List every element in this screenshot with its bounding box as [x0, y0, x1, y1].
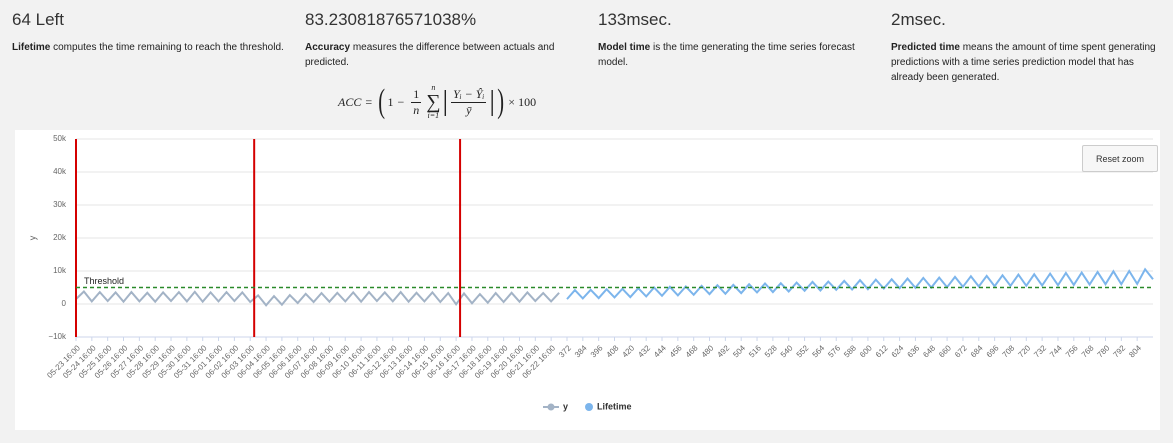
stat-value: 83.23081876571038%	[305, 10, 477, 29]
x-tick-label: 420	[620, 343, 636, 359]
y-tick-label: 20k	[53, 233, 67, 242]
y-tick-label: −10k	[48, 332, 67, 341]
legend-label: Lifetime	[597, 401, 632, 411]
stat-desc: Model time is the time generating the ti…	[598, 40, 873, 70]
formula-sum-top: n	[431, 83, 436, 92]
x-tick-label: 384	[573, 343, 589, 359]
x-tick-label: 732	[1032, 343, 1048, 359]
x-tick-label: 684	[969, 343, 985, 359]
x-tick-label: 660	[937, 343, 953, 359]
x-tick-label: 648	[921, 343, 937, 359]
stat-desc: Lifetime computes the time remaining to …	[12, 40, 287, 55]
formula-minus: −	[397, 94, 405, 109]
stat: 133msec. Model time is the time generati…	[598, 10, 873, 70]
x-tick-label: 516	[747, 343, 763, 359]
stat-value: 133msec.	[598, 10, 672, 29]
x-tick-label: 396	[589, 343, 605, 359]
stat: 2msec. Predicted time means the amount o…	[891, 10, 1166, 85]
x-tick-label: 696	[985, 343, 1001, 359]
y-tick-label: 0	[62, 299, 67, 308]
y-tick-label: 40k	[53, 167, 67, 176]
x-tick-label: 744	[1048, 343, 1064, 359]
legend-symbol	[547, 403, 555, 411]
formula-paren: )	[497, 83, 505, 120]
formula-eq: =	[365, 94, 373, 109]
formula-den: n	[413, 102, 420, 117]
stat: 64 Left Lifetime computes the time remai…	[12, 10, 287, 55]
stat-text: measures the difference between actuals …	[305, 42, 555, 68]
stat-term: Model time	[598, 42, 651, 53]
y-tick-label: 30k	[53, 200, 67, 209]
legend-symbol	[585, 403, 594, 411]
x-tick-label: 564	[810, 343, 826, 359]
formula-num: Yᵢ − Ŷᵢ	[451, 86, 487, 103]
formula-den: ȳ	[466, 102, 472, 117]
formula-bar: |	[442, 86, 449, 117]
stat-desc: Predicted time means the amount of time …	[891, 40, 1166, 85]
chart-panel: −10k 0 10k 20k 30k 40k 50k y 05-23 16:00 05-24 16…	[15, 130, 1160, 430]
stat-term: Lifetime	[12, 42, 51, 53]
formula-sigma: ∑	[426, 91, 441, 113]
x-tick-label: 600	[858, 343, 874, 359]
x-tick-label: 720	[1016, 343, 1032, 359]
formula-frac: Yᵢ − Ŷᵢ ȳ	[451, 86, 487, 118]
formula-lhs: ACC	[338, 94, 362, 109]
x-tick-label: 576	[826, 343, 842, 359]
stat-value: 64 Left	[12, 10, 64, 29]
x-tick-label: 624	[890, 343, 906, 359]
x-tick-label: 372	[557, 343, 573, 359]
x-tick-label: 492	[715, 343, 731, 359]
x-tick-label: 612	[874, 343, 890, 359]
x-tick-label: 780	[1096, 343, 1112, 359]
series-line	[566, 267, 1154, 300]
formula-bar: |	[489, 86, 495, 117]
stat-text: means the amount of time spent generatin…	[891, 42, 1156, 83]
x-tick-label: 444	[652, 343, 668, 359]
x-tick-label: 672	[953, 343, 969, 359]
formula-one: 1	[387, 94, 394, 109]
x-tick-label: 540	[779, 343, 795, 359]
reset-zoom-button[interactable]: Reset zoom	[1082, 145, 1158, 172]
formula-paren: (	[378, 83, 386, 120]
stat-term: Accuracy	[305, 42, 351, 53]
x-tick-label: 588	[842, 343, 858, 359]
y-axis-title: y	[27, 235, 37, 240]
x-tick-label: 708	[1001, 343, 1017, 359]
formula-sum-bottom: i=1	[427, 111, 440, 120]
x-tick-label: 456	[668, 343, 684, 359]
x-tick-label: 768	[1080, 343, 1096, 359]
x-tick-label: 480	[700, 343, 716, 359]
stat-text: computes the time remaining to reach the…	[53, 42, 284, 53]
x-tick-label: 432	[636, 343, 652, 359]
formula-factor: × 100	[508, 94, 537, 109]
x-tick-label: 804	[1127, 343, 1143, 359]
x-tick-label: 504	[731, 343, 747, 359]
x-tick-label: 792	[1111, 343, 1127, 359]
x-tick-label: 756	[1064, 343, 1080, 359]
x-tick-label: 636	[906, 343, 922, 359]
series-line	[75, 290, 560, 307]
x-tick-label: 528	[763, 343, 779, 359]
threshold-label: Threshold	[84, 276, 124, 286]
stat-term: Predicted time	[891, 42, 960, 53]
formula-num: 1	[411, 86, 422, 103]
y-tick-label: 50k	[53, 134, 67, 143]
stat-desc: Accuracy measures the difference between…	[305, 40, 580, 70]
formula-sum: n ∑ i=1	[426, 83, 440, 121]
x-tick-label: 468	[684, 343, 700, 359]
stat-text: is the time generating the time series f…	[598, 42, 855, 68]
legend-label: y	[563, 401, 568, 411]
y-tick-label: 10k	[53, 266, 67, 275]
stat-value: 2msec.	[891, 10, 946, 29]
x-tick-label: 552	[795, 343, 811, 359]
stat: 83.23081876571038% Accuracy measures the…	[305, 10, 580, 70]
x-tick-label: 408	[605, 343, 621, 359]
